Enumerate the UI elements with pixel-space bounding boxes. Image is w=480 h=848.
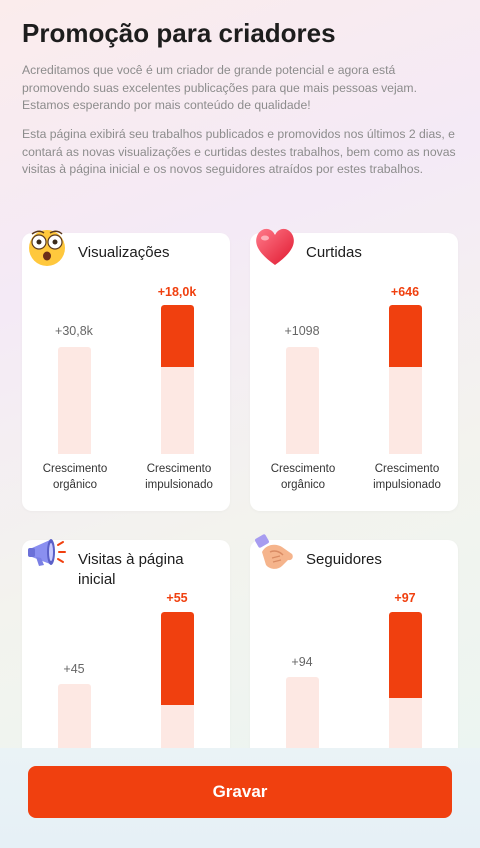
megaphone-icon [28, 539, 66, 566]
handshake-icon [255, 534, 293, 569]
visits-boosted-value: +55 [166, 591, 188, 605]
visits-boosted-fill [161, 612, 194, 705]
visits-boosted-bar [161, 612, 194, 770]
followers-organic-value: +94 [291, 655, 313, 669]
intro-paragraph: Acreditamos que você é um criador de gra… [22, 63, 417, 112]
likes-organic-value: +1098 [284, 324, 320, 338]
views-card: Visualizações +30,8k +18,0k Crescimento … [22, 230, 230, 511]
followers-boosted-fill [389, 612, 422, 698]
followers-card: Seguidores +94 +97 [250, 534, 458, 770]
views-boosted-fill [161, 305, 194, 367]
description-paragraph: Esta página exibirá seu trabalhos public… [22, 127, 456, 176]
save-button[interactable]: Gravar [28, 766, 452, 818]
views-organic-bar [58, 347, 91, 454]
visits-organic-value: +45 [63, 662, 85, 676]
views-card-title: Visualizações [78, 244, 170, 261]
likes-organic-bar [286, 347, 319, 454]
views-organic-value: +30,8k [55, 324, 93, 338]
likes-card: Curtidas +1098 +646 Crescimento orgânico… [250, 228, 458, 511]
followers-boosted-bar [389, 612, 422, 770]
likes-boosted-fill [389, 305, 422, 367]
homepage-visits-card: Visitas à página inicial +45 +55 [22, 539, 230, 770]
views-boosted-bar [161, 305, 194, 454]
page-title: Promoção para criadores [22, 18, 336, 48]
likes-boosted-value: +646 [390, 285, 420, 299]
astonished-face-icon [29, 230, 65, 266]
followers-card-title: Seguidores [306, 551, 382, 568]
likes-boosted-label: Crescimento impulsionado [373, 463, 441, 491]
views-organic-label: Crescimento orgânico [42, 463, 108, 491]
views-boosted-label: Crescimento impulsionado [145, 463, 213, 491]
homepage-visits-card-title: Visitas à página inicial [78, 551, 184, 588]
heart-icon [256, 228, 294, 265]
likes-card-title: Curtidas [306, 244, 362, 261]
likes-organic-label: Crescimento orgânico [270, 463, 336, 491]
followers-boosted-value: +97 [394, 591, 416, 605]
likes-boosted-bar [389, 305, 422, 454]
views-boosted-value: +18,0k [157, 285, 197, 299]
